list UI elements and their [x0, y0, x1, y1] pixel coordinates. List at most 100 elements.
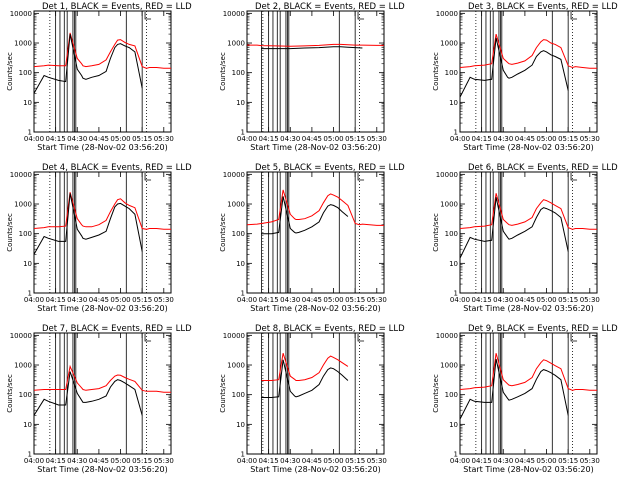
- series-line-events: [459, 358, 569, 420]
- top-bracket-marker: [144, 334, 152, 342]
- y-axis-label: Counts/sec: [219, 52, 227, 91]
- series-line-lld: [33, 32, 171, 69]
- y-tick-label: 10000: [223, 10, 245, 18]
- x-tick-label: 04:30: [280, 135, 300, 143]
- y-tick-label: 10: [236, 260, 245, 268]
- y-tick-label: 1: [241, 290, 245, 298]
- y-tick-label: 1: [241, 129, 245, 137]
- y-tick-label: 1000: [227, 40, 245, 48]
- y-tick-label: 10000: [10, 171, 32, 179]
- x-axis-label: Start Time (28-Nov-02 03:56:20): [463, 143, 593, 152]
- series-line-events: [261, 359, 349, 398]
- x-tick-label: 04:00: [450, 296, 470, 304]
- x-tick-label: 04:00: [450, 457, 470, 465]
- chart-panel: Det 8, BLACK = Events, RED = LLD 1 10 100 10…: [219, 324, 405, 474]
- y-tick-label: 10000: [436, 171, 458, 179]
- x-tick-label: 04:45: [89, 135, 109, 143]
- top-bracket-marker: [570, 334, 578, 342]
- chart-panel: Det 4, BLACK = Events, RED = LLD 1 10 100 10…: [6, 163, 192, 313]
- x-axis-label: Start Time (28-Nov-02 03:56:20): [250, 465, 380, 474]
- y-tick-label: 1000: [14, 362, 32, 370]
- chart-panel: Det 6, BLACK = Events, RED = LLD 1 10 100 10…: [432, 163, 618, 313]
- x-tick-label: 04:30: [493, 457, 513, 465]
- series-line-lld: [261, 353, 349, 381]
- chart-title: Det 1, BLACK = Events, RED = LLD: [42, 2, 192, 12]
- y-tick-label: 10000: [10, 10, 32, 18]
- plot-frame: [33, 171, 172, 294]
- y-tick-label: 1: [241, 451, 245, 459]
- x-tick-label: 05:15: [345, 296, 365, 304]
- chart-title: Det 3, BLACK = Events, RED = LLD: [468, 2, 618, 12]
- x-tick-label: 04:15: [472, 296, 492, 304]
- x-axis-label: Start Time (28-Nov-02 03:56:20): [37, 304, 167, 313]
- series-line-lld: [459, 33, 597, 69]
- y-tick-label: 10: [23, 421, 32, 429]
- top-bracket-marker: [357, 12, 365, 20]
- plot-frame: [459, 10, 598, 133]
- x-tick-label: 05:15: [558, 296, 578, 304]
- series-line-lld: [33, 192, 171, 230]
- x-tick-label: 05:15: [558, 135, 578, 143]
- y-tick-label: 1: [454, 290, 458, 298]
- x-tick-label: 04:15: [46, 457, 66, 465]
- x-tick-label: 05:15: [132, 135, 152, 143]
- y-tick-label: 1: [28, 129, 32, 137]
- chart-panel: Det 1, BLACK = Events, RED = LLD 1 10 100 10…: [6, 2, 192, 152]
- top-bracket-marker: [357, 173, 365, 181]
- x-tick-label: 05:00: [536, 457, 556, 465]
- x-tick-label: 05:15: [132, 296, 152, 304]
- y-tick-label: 1: [28, 290, 32, 298]
- x-tick-label: 04:00: [237, 296, 257, 304]
- series-line-lld: [246, 189, 384, 226]
- x-tick-label: 05:00: [536, 296, 556, 304]
- x-tick-label: 04:30: [493, 296, 513, 304]
- x-axis-label: Start Time (28-Nov-02 03:56:20): [463, 465, 593, 474]
- y-tick-label: 100: [232, 391, 245, 399]
- chart-panel: Det 2, BLACK = Events, RED = LLD 1 10 100 10…: [219, 2, 405, 152]
- plot-frame: [246, 10, 385, 133]
- x-axis-label: Start Time (28-Nov-02 03:56:20): [463, 304, 593, 313]
- x-tick-label: 04:45: [89, 296, 109, 304]
- series-line-events: [459, 197, 569, 259]
- y-tick-label: 1000: [14, 40, 32, 48]
- x-tick-label: 04:30: [67, 457, 87, 465]
- x-axis-label: Start Time (28-Nov-02 03:56:20): [37, 143, 167, 152]
- x-tick-label: 05:00: [323, 296, 343, 304]
- x-tick-label: 04:00: [237, 135, 257, 143]
- y-tick-label: 100: [19, 391, 32, 399]
- series-line-events: [33, 371, 143, 416]
- chart-title: Det 9, BLACK = Events, RED = LLD: [468, 324, 618, 334]
- x-tick-label: 05:00: [323, 457, 343, 465]
- x-tick-label: 05:15: [558, 457, 578, 465]
- y-tick-label: 10000: [223, 332, 245, 340]
- chart-title: Det 8, BLACK = Events, RED = LLD: [255, 324, 405, 334]
- y-tick-label: 10000: [223, 171, 245, 179]
- x-tick-label: 05:00: [323, 135, 343, 143]
- series-line-lld: [33, 364, 171, 393]
- chart-panel: Det 9, BLACK = Events, RED = LLD 1 10 100 10…: [432, 324, 618, 474]
- y-axis-label: Counts/sec: [432, 374, 440, 413]
- top-bracket-marker: [357, 334, 365, 342]
- y-tick-label: 1000: [227, 362, 245, 370]
- series-line-events: [261, 196, 349, 235]
- x-tick-label: 05:30: [580, 457, 600, 465]
- x-tick-label: 04:15: [472, 457, 492, 465]
- top-bracket-marker: [570, 173, 578, 181]
- x-tick-label: 04:15: [259, 135, 279, 143]
- x-tick-label: 04:00: [237, 457, 257, 465]
- y-tick-label: 1000: [440, 40, 458, 48]
- y-tick-label: 1000: [14, 201, 32, 209]
- y-tick-label: 100: [19, 230, 32, 238]
- x-tick-label: 05:00: [110, 135, 130, 143]
- x-tick-label: 05:30: [154, 135, 174, 143]
- x-tick-label: 04:30: [280, 457, 300, 465]
- x-tick-label: 04:45: [302, 296, 322, 304]
- series-line-events: [459, 37, 569, 98]
- x-axis-label: Start Time (28-Nov-02 03:56:20): [250, 304, 380, 313]
- chart-panel: Det 7, BLACK = Events, RED = LLD 1 10 100 10…: [6, 324, 192, 474]
- series-line-lld: [459, 353, 597, 391]
- x-tick-label: 04:30: [280, 296, 300, 304]
- x-tick-label: 04:00: [24, 457, 44, 465]
- plot-frame: [33, 10, 172, 133]
- plot-frame: [246, 332, 385, 455]
